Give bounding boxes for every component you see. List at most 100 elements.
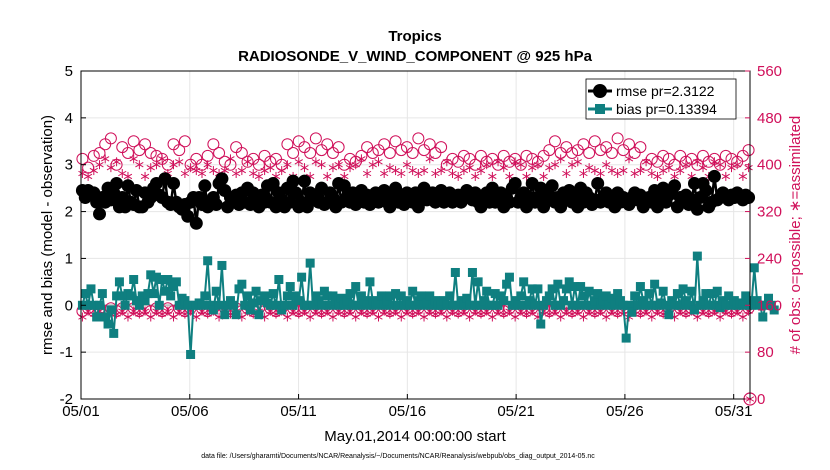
obs-possible-marker — [321, 138, 334, 151]
bias-marker — [416, 291, 426, 301]
bias-marker — [550, 300, 560, 310]
bias-marker — [598, 296, 608, 306]
bias-marker — [667, 296, 677, 306]
obs-assimilated-marker — [306, 312, 315, 322]
obs-possible-marker — [657, 149, 670, 162]
rmse-marker — [508, 176, 522, 190]
obs-possible-marker — [406, 147, 419, 159]
plot-area — [81, 71, 750, 399]
bias-marker — [524, 296, 534, 306]
obs-assimilated-stroke — [533, 162, 543, 168]
bias-marker — [322, 291, 332, 301]
obs-assimilated-stroke — [744, 164, 753, 171]
obs-assimilated-stroke — [539, 173, 548, 180]
obs-assimilated-stroke — [175, 159, 184, 165]
bias-marker — [658, 286, 668, 296]
bias-marker — [373, 298, 383, 308]
obs-assimilated-stroke — [374, 159, 383, 165]
obs-assimilated-stroke — [505, 173, 514, 180]
x-tick-label: 05/16 — [389, 403, 427, 420]
bias-marker — [393, 300, 403, 310]
bias-marker — [621, 333, 631, 343]
obs-assimilated-stroke — [112, 159, 121, 165]
bias-marker — [240, 300, 250, 310]
obs-possible-marker — [588, 135, 601, 148]
bias-marker — [83, 300, 93, 310]
bias-marker — [448, 300, 458, 310]
obs-assimilated-marker — [203, 160, 212, 170]
obs-assimilated-stroke — [607, 167, 617, 174]
obs-assimilated-marker — [357, 154, 366, 164]
obs-assimilated-stroke — [454, 173, 463, 180]
y-right-tick-label: 240 — [757, 250, 782, 267]
rmse-series — [75, 169, 756, 230]
bias-marker — [764, 293, 774, 303]
obs-assimilated-marker — [95, 160, 104, 170]
obs-possible-marker — [611, 132, 624, 145]
obs-possible-marker — [207, 138, 220, 151]
obs-assimilated-marker — [602, 312, 611, 322]
obs-assimilated-marker — [169, 312, 178, 322]
bias-marker — [553, 279, 563, 289]
chart-subtitle: RADIOSONDE_V_WIND_COMPONENT @ 925 hPa — [238, 48, 593, 65]
bias-marker — [513, 300, 523, 310]
bias-marker — [493, 300, 503, 310]
legend-bias-label: bias pr=0.13394 — [616, 101, 717, 117]
obs-assimilated-stroke — [123, 314, 133, 320]
obs-assimilated-stroke — [101, 156, 110, 162]
bias-marker — [379, 300, 389, 310]
obs-assimilated-marker — [533, 160, 543, 170]
obs-possible-marker — [583, 147, 596, 159]
obs-assimilated-stroke — [391, 167, 400, 174]
bias-marker — [635, 282, 645, 292]
bias-marker — [618, 300, 628, 310]
bias-marker — [376, 291, 386, 301]
y-right-tick-label: 80 — [757, 344, 774, 361]
obs-assimilated-stroke — [118, 170, 127, 177]
obs-assimilated-marker — [516, 160, 525, 170]
obs-assimilated-stroke — [733, 162, 742, 168]
bias-marker — [109, 328, 119, 338]
obs-possible-marker — [104, 132, 117, 145]
bias-marker — [746, 300, 756, 310]
bias-marker — [769, 305, 779, 315]
bias-marker — [265, 300, 275, 310]
bias-marker — [288, 300, 298, 310]
obs-assimilated-stroke — [476, 167, 486, 174]
bias-marker — [556, 300, 566, 310]
bias-marker — [607, 293, 617, 303]
obs-assimilated-stroke — [647, 314, 656, 320]
obs-assimilated-marker — [294, 157, 303, 167]
obs-possible-marker — [742, 144, 755, 157]
bias-marker — [499, 296, 509, 306]
bias-marker — [672, 289, 682, 299]
obs-possible-marker — [594, 144, 607, 157]
obs-assimilated-marker — [328, 312, 338, 322]
bias-marker — [200, 291, 210, 301]
obs-assimilated-stroke — [294, 159, 303, 165]
bias-marker — [97, 289, 107, 299]
bias-marker — [348, 300, 358, 310]
bias-marker — [402, 296, 412, 306]
bias-marker — [624, 300, 634, 310]
bias-marker — [644, 289, 654, 299]
rmse-marker — [707, 169, 721, 183]
obs-assimilated-stroke — [442, 314, 451, 320]
bias-marker — [430, 296, 440, 306]
obs-possible-marker — [520, 149, 533, 162]
obs-assimilated-stroke — [83, 173, 93, 180]
obs-assimilated-marker — [351, 160, 360, 170]
obs-possible-marker — [287, 147, 300, 159]
bias-marker — [234, 284, 244, 294]
obs-assimilated-stroke — [306, 314, 315, 320]
obs-assimilated-marker — [283, 160, 292, 170]
obs-assimilated-marker — [397, 312, 406, 322]
obs-possible-marker — [87, 149, 100, 162]
obs-possible-marker — [412, 132, 425, 145]
rmse-marker — [209, 198, 223, 212]
bias-marker — [92, 312, 102, 322]
obs-assimilated-marker — [89, 166, 98, 176]
obs-assimilated-marker — [351, 312, 360, 322]
bias-marker — [180, 296, 190, 306]
